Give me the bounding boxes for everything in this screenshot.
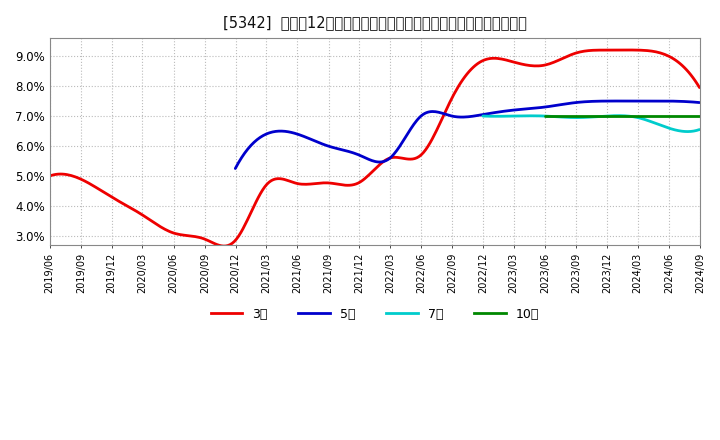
Title: [5342]  売上高12か月移動合計の対前年同期増減率の標準偏差の推移: [5342] 売上高12か月移動合計の対前年同期増減率の標準偏差の推移 — [223, 15, 527, 30]
Legend: 3年, 5年, 7年, 10年: 3年, 5年, 7年, 10年 — [205, 303, 544, 326]
